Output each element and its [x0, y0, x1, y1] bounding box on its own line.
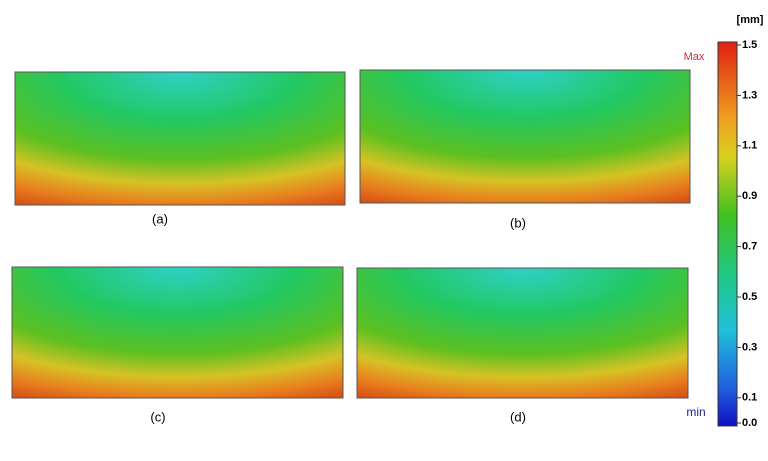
colorbar-tick-label: 0.7	[742, 241, 757, 253]
colorbar-tick-label: 0.9	[742, 190, 757, 202]
panel-d: (d)	[356, 267, 689, 424]
colorbar-tick-label: 0.5	[742, 291, 757, 303]
contour-plot	[356, 267, 689, 399]
contour-plot	[11, 266, 344, 399]
contour-plot	[14, 71, 346, 206]
colorbar-tick-label: 1.1	[742, 140, 757, 152]
unit-label: [mm]	[737, 14, 764, 26]
min-label: min	[686, 405, 705, 419]
colorbar-tick-label: 0.1	[742, 392, 757, 404]
panel-a: (a)	[14, 71, 346, 226]
colorbar-tick-label: 1.5	[742, 39, 757, 51]
panel-c: (c)	[11, 266, 344, 424]
colorbar-tick-label: 0.0	[742, 417, 757, 429]
max-label: Max	[684, 51, 705, 63]
panel-label: (c)	[150, 409, 165, 424]
panel-label: (a)	[152, 211, 168, 226]
panel-label: (b)	[510, 215, 526, 230]
panel-label: (d)	[510, 409, 526, 424]
colorbar-tick-label: 0.3	[742, 341, 757, 353]
contour-plot	[359, 69, 691, 204]
colorbar-tick-label: 1.3	[742, 89, 757, 101]
panel-b: (b)	[359, 69, 691, 230]
colorbar-scale	[717, 41, 738, 427]
colorbar: [mm] Max min 1.5 1.3 1.1 0.9 0.7 0.5 0.3 0.1 0.0	[684, 14, 764, 429]
